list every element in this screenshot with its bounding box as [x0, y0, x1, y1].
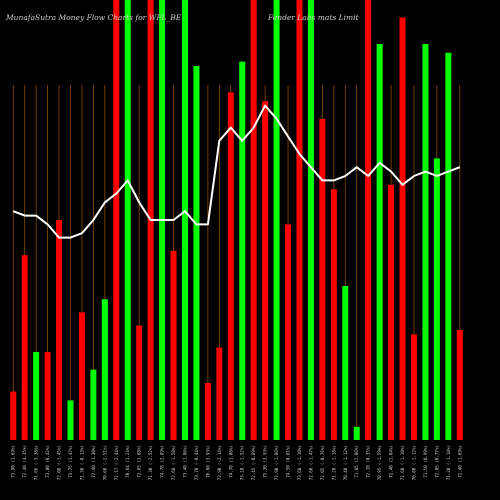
x-tick-label: 71.38 (-0.13%) — [79, 445, 84, 480]
bar — [273, 0, 280, 440]
bar — [56, 220, 63, 440]
x-tick-label: 72.68 (-1.58%) — [171, 445, 176, 480]
bar — [21, 255, 28, 440]
x-tick-label: 70.60 (-2.51%) — [102, 445, 107, 480]
bar — [181, 0, 188, 440]
x-tick-label: 72.17 (-2.44%) — [114, 445, 119, 480]
x-tick-label: 74.70 (1.08%) — [228, 445, 233, 478]
bar — [193, 66, 200, 440]
x-tick-label: 73.90 (-1.86%) — [274, 445, 279, 480]
bar — [376, 44, 383, 440]
bar — [239, 61, 246, 440]
bar — [136, 325, 143, 440]
x-tick-label: 75.30 (3.93%) — [263, 445, 268, 478]
bar — [353, 426, 360, 440]
bar — [422, 44, 429, 440]
x-tick-label: 70.95 (-1.59%) — [377, 445, 382, 480]
bar — [445, 52, 452, 441]
x-tick-label: 72.40 (4.35%) — [22, 445, 27, 478]
chart-title-right: Fender Labs mats Limit — [267, 13, 359, 22]
x-tick-label: 72.60 (-1.47%) — [308, 445, 313, 480]
bar — [410, 334, 417, 440]
bar — [78, 312, 85, 440]
bar — [170, 250, 177, 440]
x-tick-label: 74.78 (2.89%) — [160, 445, 165, 478]
bar — [399, 17, 406, 440]
bar — [124, 0, 131, 440]
bar — [204, 382, 211, 440]
bar — [285, 224, 292, 440]
x-tick-label: 73.10 (-1.52%) — [240, 445, 245, 480]
x-tick-label: 73.40 (1.06%) — [182, 445, 187, 478]
bar — [227, 92, 234, 441]
x-tick-label: 76.60 (3.93%) — [205, 445, 210, 478]
x-tick-label: 73.70 (-0.44%) — [194, 445, 199, 480]
x-tick-label: 72.08 (-1.45%) — [57, 445, 62, 480]
x-tick-label: 71.50 (0.99%) — [423, 445, 428, 478]
x-tick-label: 72.10 (0.35%) — [366, 445, 371, 478]
x-tick-label: 73.90 (-2.14%) — [217, 445, 222, 480]
bar — [90, 369, 97, 440]
bar — [330, 189, 337, 440]
x-tick-label: 70.40 (-1.12%) — [343, 445, 348, 480]
bar — [250, 0, 257, 440]
x-tick-label: 71.60 (-1.10%) — [400, 445, 405, 480]
x-tick-label: 71.66 (-3.38%) — [34, 445, 39, 480]
x-tick-label: 72.45 (-0.89%) — [251, 445, 256, 480]
x-tick-label: 72.40 (1.69%) — [457, 445, 462, 478]
bar — [101, 299, 108, 440]
x-tick-label: 72.40 (1.30%) — [91, 445, 96, 478]
x-tick-label: 71.20 (-1.18%) — [331, 445, 336, 480]
x-tick-label: 73.00 (0.42%) — [45, 445, 50, 478]
x-tick-label: 72.05 (0.77%) — [434, 445, 439, 478]
x-tick-label: 70.64 (1.24%) — [125, 445, 130, 478]
x-tick-labels: 73.90 (1.69%) 72.40 (4.35%) 71.66 (-3.38%)… — [11, 445, 463, 480]
bar — [33, 352, 40, 440]
bar — [307, 0, 314, 440]
x-tick-label: 72.05 (-0.76%) — [320, 445, 325, 480]
x-tick-label: 73.68 (-1.10%) — [297, 445, 302, 480]
bar — [433, 158, 440, 440]
x-tick-label: 72.40 (2.04%) — [389, 445, 394, 478]
bar — [44, 352, 51, 440]
bar — [456, 330, 463, 440]
bar — [113, 0, 120, 440]
chart-title: MunafaSutra Money Flow Charts for WFL_BE — [5, 13, 182, 22]
bar — [67, 400, 74, 440]
bar — [10, 391, 17, 440]
bar — [216, 347, 223, 440]
x-tick-label: 71.30 (-2.52%) — [148, 445, 153, 480]
bar — [319, 118, 326, 441]
x-tick-label: 74.50 (0.81%) — [286, 445, 291, 478]
x-tick-label: 70.80 (-1.12%) — [411, 445, 416, 480]
x-tick-label: 73.90 (1.69%) — [11, 445, 16, 478]
money-flow-line — [12, 104, 461, 239]
bar — [342, 286, 349, 440]
x-tick-label: 71.20 (-1.18%) — [446, 445, 451, 480]
bar — [365, 0, 372, 440]
bar — [388, 184, 395, 440]
x-tick-label: 73.75 (1.47%) — [68, 445, 73, 478]
bar — [262, 101, 269, 440]
bar — [296, 0, 303, 440]
x-tick-label: 72.65 (2.68%) — [137, 445, 142, 478]
x-tick-label: 71.85 (2.06%) — [354, 445, 359, 478]
